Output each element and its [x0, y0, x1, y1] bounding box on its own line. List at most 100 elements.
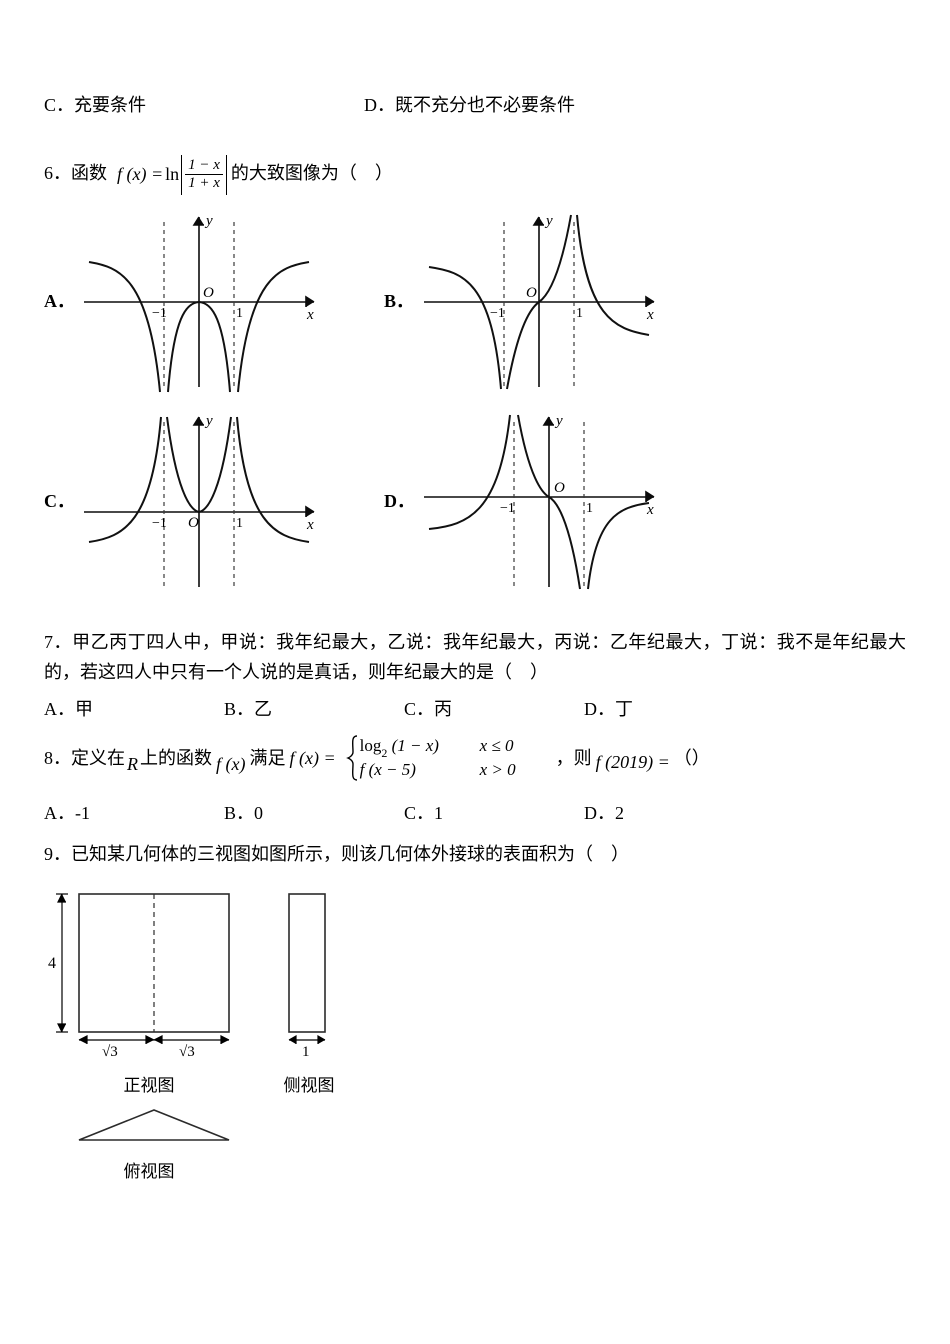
q8-row1-log: log — [360, 736, 382, 755]
q7-options: A．甲 B．乙 C．丙 D．丁 — [44, 694, 906, 725]
origin: O — [188, 515, 199, 531]
q8-option-c: C．1 — [404, 798, 584, 829]
origin: O — [526, 285, 537, 301]
q8-rhs: f (2019) = — [596, 747, 670, 778]
q8-row1-cond: x ≤ 0 — [480, 735, 550, 760]
q8-option-b: B．0 — [224, 798, 404, 829]
dim-sqrt3-l: √3 — [102, 1044, 118, 1060]
q6-graph-c: −1 1 O x y — [74, 407, 324, 597]
q5-option-d-text: D．既不充分也不必要条件 — [364, 95, 575, 115]
q6-option-a-label: A． — [44, 286, 74, 317]
q6-ln: ln — [165, 159, 179, 190]
q9-stem: 9．已知某几何体的三视图如图所示，则该几何体外接球的表面积为（ ） — [44, 839, 906, 870]
q8-row2-expr: f (x − 5) — [360, 759, 480, 782]
q8-row1-expr: log2 (1 − x) — [360, 735, 480, 760]
q6-stem: 6．函数 f (x) = ln 1 − x 1 + x 的大致图像为（ ） — [44, 149, 906, 189]
q6-fraction: 1 − x 1 + x — [185, 157, 223, 193]
axis-x: x — [646, 502, 654, 518]
left-brace-icon — [346, 734, 360, 782]
tick-pos1: 1 — [236, 516, 243, 531]
q9-top-svg — [44, 1100, 244, 1158]
q8-option-d: D．2 — [584, 798, 764, 829]
axis-y: y — [544, 213, 553, 229]
q5-option-d: D．既不充分也不必要条件 — [364, 90, 764, 121]
q9-row2: 俯视图 — [44, 1100, 906, 1187]
tick-neg1: −1 — [152, 306, 167, 321]
dim-4: 4 — [48, 955, 56, 972]
origin: O — [554, 480, 565, 496]
tick-pos1: 1 — [576, 306, 583, 321]
q8-option-a: A．-1 — [44, 798, 224, 829]
q7-option-d: D．丁 — [584, 694, 764, 725]
q9-side-view: 1 侧视图 — [254, 882, 364, 1101]
tick-pos1: 1 — [586, 501, 593, 516]
q8-mid2: 满足 — [249, 743, 285, 774]
q8-row2-cond: x > 0 — [480, 759, 550, 782]
q6-graph-row-1: A． −1 1 O x — [44, 207, 906, 397]
q9-three-views: 4 √3 √3 — [44, 882, 906, 1188]
q6-prefix: 6．函数 — [44, 158, 107, 189]
q8-fx: f (x) — [216, 749, 245, 780]
axis-x: x — [306, 307, 314, 323]
axis-x: x — [306, 517, 314, 533]
q6-option-c-label: C． — [44, 486, 74, 517]
tick-neg1: −1 — [500, 501, 515, 516]
q9-side-label: 侧视图 — [254, 1072, 364, 1101]
q9-front-svg: 4 √3 √3 — [44, 882, 244, 1072]
q6-graph-grid: A． −1 1 O x — [44, 207, 906, 607]
q6-option-b-label: B． — [384, 286, 414, 317]
q6-graph-a-svg: −1 1 O x y — [74, 207, 324, 397]
axis-y: y — [554, 413, 563, 429]
tick-neg1: −1 — [152, 516, 167, 531]
q5-options-row: C．充要条件 D．既不充分也不必要条件 — [44, 90, 906, 121]
axis-x: x — [646, 307, 654, 323]
q6-graph-d: −1 1 O x y — [414, 407, 664, 597]
q9-text: 9．已知某几何体的三视图如图所示，则该几何体外接球的表面积为（ ） — [44, 844, 629, 864]
q8-paren: （） — [674, 743, 710, 774]
q8-row1-sub: 2 — [381, 746, 387, 760]
axis-y: y — [204, 413, 213, 429]
tick-pos1: 1 — [236, 306, 243, 321]
q7-option-c: C．丙 — [404, 694, 584, 725]
q9-row1: 4 √3 √3 — [44, 882, 906, 1101]
q6-graph-a: −1 1 O x y — [74, 207, 324, 397]
q8-prefix: 8．定义在 — [44, 743, 125, 774]
q6-suffix: 的大致图像为（ ） — [231, 158, 393, 189]
q8-mid3: ，则 — [556, 743, 592, 774]
q8-piecewise: log2 (1 − x) x ≤ 0 f (x − 5) x > 0 — [346, 734, 550, 782]
q9-front-label: 正视图 — [44, 1072, 254, 1101]
q6-graph-b-svg: −1 1 O x y — [414, 207, 664, 397]
q6-graph-c-svg: −1 1 O x y — [74, 407, 324, 597]
q6-f-lhs: f (x) = — [117, 159, 163, 190]
q8-pw-row1: log2 (1 − x) x ≤ 0 — [360, 735, 550, 760]
q9-front-view: 4 √3 √3 — [44, 882, 254, 1101]
q6-denominator: 1 + x — [185, 175, 223, 192]
tick-neg1: −1 — [490, 306, 505, 321]
q7-option-b: B．乙 — [224, 694, 404, 725]
q8-stem: 8．定义在 R 上的函数 f (x) 满足 f (x) = log2 (1 − … — [44, 734, 906, 782]
origin: O — [203, 285, 214, 301]
q6-formula: f (x) = ln 1 − x 1 + x — [117, 155, 227, 195]
dim-1: 1 — [302, 1044, 310, 1060]
dim-sqrt3-r: √3 — [179, 1044, 195, 1060]
q6-graph-row-2: C． −1 1 O x — [44, 407, 906, 597]
axis-y: y — [204, 213, 213, 229]
q8-pw-row2: f (x − 5) x > 0 — [360, 759, 550, 782]
q8-mid1: 上的函数 — [140, 743, 212, 774]
q9-side-svg: 1 — [254, 882, 354, 1072]
exam-page: C．充要条件 D．既不充分也不必要条件 6．函数 f (x) = ln 1 − … — [0, 0, 950, 1344]
q6-graph-d-svg: −1 1 O x y — [414, 407, 664, 597]
q7-option-a: A．甲 — [44, 694, 224, 725]
q9-top-label: 俯视图 — [44, 1158, 254, 1187]
q8-R: R — [127, 749, 138, 780]
q5-option-c: C．充要条件 — [44, 90, 364, 121]
q6-numerator: 1 − x — [185, 157, 223, 175]
q9-top-view: 俯视图 — [44, 1100, 254, 1187]
q8-row1-arg: (1 − x) — [392, 736, 439, 755]
q6-graph-b: −1 1 O x y — [414, 207, 664, 397]
q8-piecewise-body: log2 (1 − x) x ≤ 0 f (x − 5) x > 0 — [360, 735, 550, 783]
q7-text: 7．甲乙丙丁四人中，甲说：我年纪最大，乙说：我年纪最大，丙说：乙年纪最大，丁说：… — [44, 632, 906, 683]
q6-abs-fraction: 1 − x 1 + x — [181, 155, 227, 195]
q6-option-d-label: D． — [384, 486, 414, 517]
q7-stem: 7．甲乙丙丁四人中，甲说：我年纪最大，乙说：我年纪最大，丙说：乙年纪最大，丁说：… — [44, 627, 906, 688]
